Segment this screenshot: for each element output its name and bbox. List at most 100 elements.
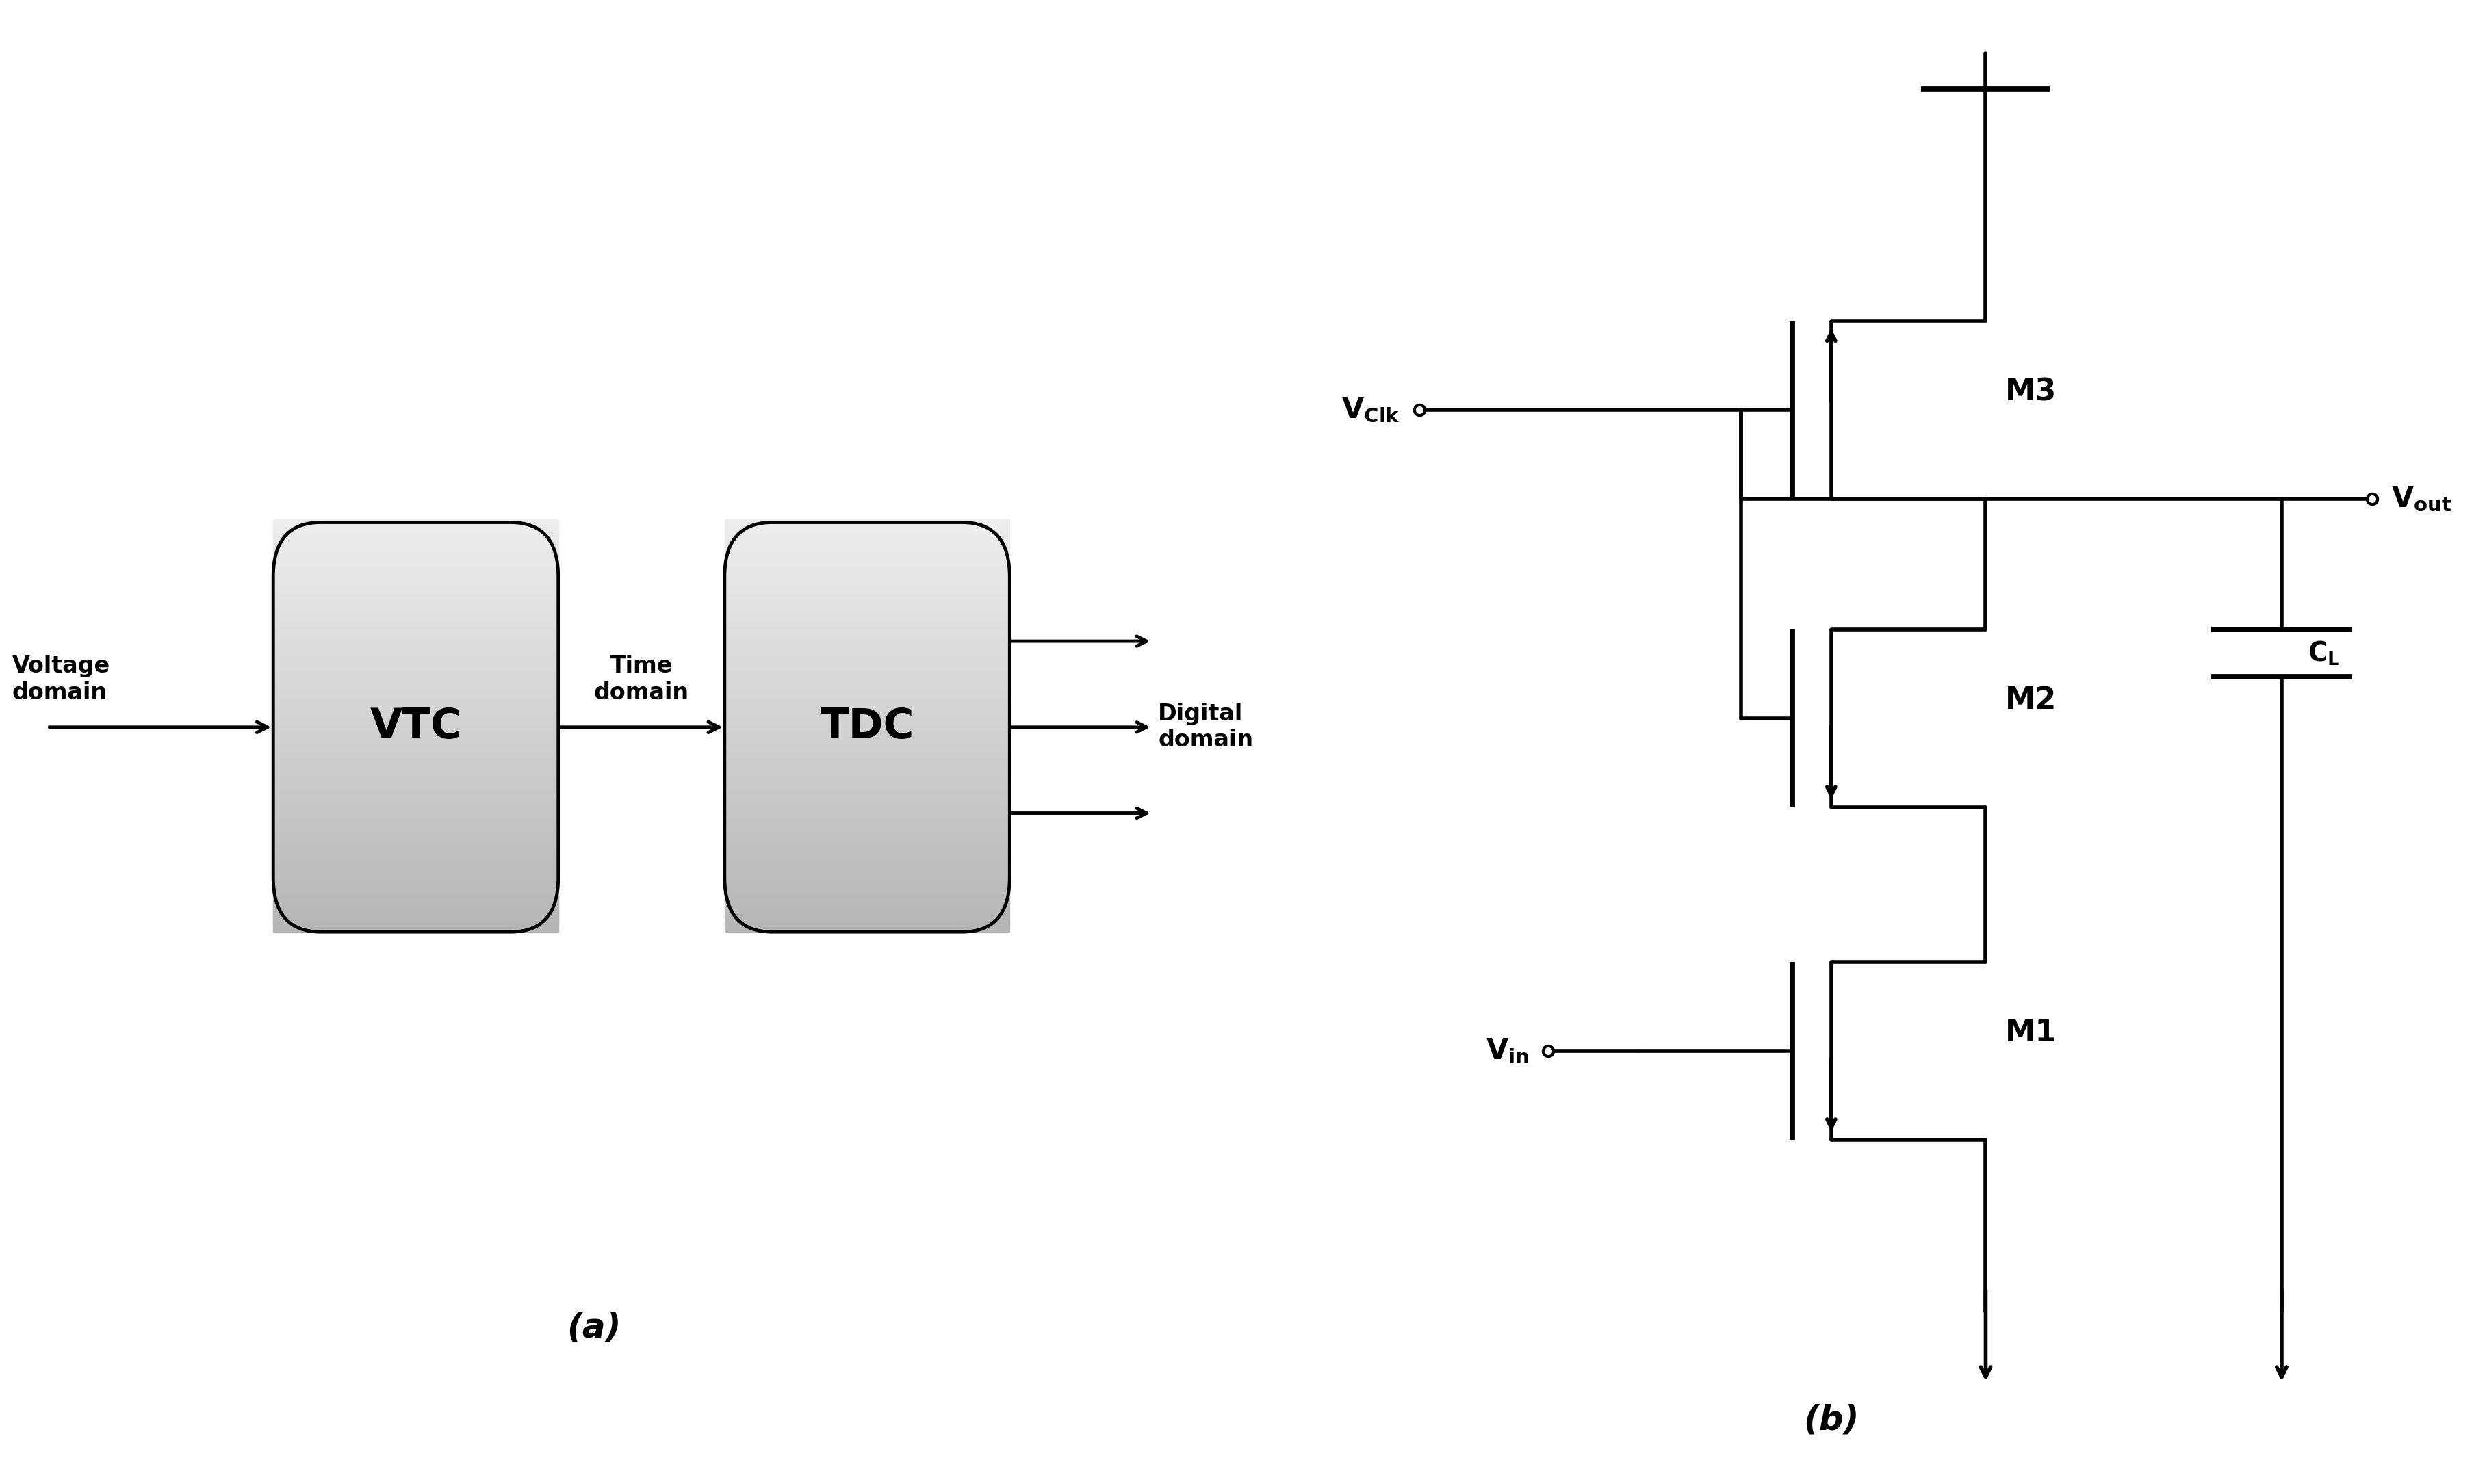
Bar — [272, 595, 559, 604]
Bar — [272, 724, 559, 735]
Bar — [725, 582, 1009, 591]
Bar — [272, 703, 559, 714]
Bar — [725, 643, 1009, 651]
Bar — [725, 902, 1009, 911]
Bar — [725, 554, 1009, 564]
Bar — [272, 718, 559, 727]
Bar — [272, 787, 559, 795]
Bar — [725, 601, 1009, 611]
Bar — [272, 813, 559, 822]
Bar — [725, 834, 1009, 843]
Bar — [272, 916, 559, 925]
Bar — [725, 874, 1009, 884]
Text: (b): (b) — [1804, 1404, 1858, 1437]
Bar — [725, 608, 1009, 617]
Bar — [725, 724, 1009, 735]
Bar — [725, 806, 1009, 816]
Bar — [272, 908, 559, 919]
Bar — [725, 527, 1009, 536]
Bar — [725, 868, 1009, 877]
Bar — [272, 800, 559, 809]
Bar — [725, 656, 1009, 666]
Bar — [725, 923, 1009, 932]
Bar — [272, 582, 559, 591]
Text: (a): (a) — [567, 1312, 621, 1345]
Bar — [725, 684, 1009, 693]
Bar — [725, 813, 1009, 822]
Bar — [725, 669, 1009, 680]
Bar — [272, 772, 559, 782]
Bar — [272, 827, 559, 837]
Bar — [272, 548, 559, 556]
Bar — [272, 533, 559, 543]
Bar — [272, 881, 559, 890]
Bar — [725, 847, 1009, 856]
Bar — [725, 895, 1009, 905]
Bar — [725, 840, 1009, 850]
Text: VTC: VTC — [371, 706, 460, 748]
Bar — [725, 622, 1009, 632]
Bar — [725, 772, 1009, 782]
Bar — [272, 779, 559, 788]
Bar — [272, 732, 559, 741]
Bar — [725, 567, 1009, 577]
Bar — [725, 697, 1009, 706]
Bar — [725, 766, 1009, 775]
Bar — [272, 561, 559, 570]
Text: M3: M3 — [2004, 377, 2056, 407]
Bar — [272, 847, 559, 856]
Bar — [725, 588, 1009, 598]
Bar — [725, 629, 1009, 638]
Bar — [272, 554, 559, 564]
Bar — [272, 519, 559, 530]
Bar — [272, 834, 559, 843]
Bar — [725, 540, 1009, 549]
Text: Voltage
domain: Voltage domain — [12, 654, 109, 703]
Bar — [725, 548, 1009, 556]
Bar — [272, 622, 559, 632]
Bar — [725, 732, 1009, 741]
Bar — [725, 711, 1009, 720]
Bar — [725, 718, 1009, 727]
Bar — [725, 690, 1009, 700]
Bar — [725, 916, 1009, 925]
Bar — [725, 855, 1009, 864]
Bar — [725, 752, 1009, 761]
Bar — [272, 766, 559, 775]
Bar — [272, 745, 559, 754]
Bar — [272, 608, 559, 617]
Bar — [272, 690, 559, 700]
Bar — [725, 792, 1009, 803]
Bar — [725, 703, 1009, 714]
Text: C$_{\mathregular{L}}$: C$_{\mathregular{L}}$ — [2306, 640, 2340, 666]
Bar — [272, 616, 559, 625]
Text: M2: M2 — [2004, 686, 2056, 715]
Text: M1: M1 — [2004, 1018, 2056, 1048]
Bar — [272, 861, 559, 871]
Bar — [272, 821, 559, 830]
Bar — [725, 889, 1009, 898]
Bar — [272, 574, 559, 583]
Bar — [272, 677, 559, 686]
Bar — [272, 923, 559, 932]
Bar — [272, 567, 559, 577]
Bar — [272, 792, 559, 803]
Bar — [272, 840, 559, 850]
Bar — [272, 874, 559, 884]
Bar — [272, 752, 559, 761]
Text: V$_{\mathregular{Clk}}$: V$_{\mathregular{Clk}}$ — [1341, 395, 1400, 424]
Bar — [272, 806, 559, 816]
Bar — [725, 616, 1009, 625]
Bar — [272, 629, 559, 638]
Bar — [272, 669, 559, 680]
Bar — [725, 574, 1009, 583]
Text: Digital
domain: Digital domain — [1158, 703, 1252, 751]
Bar — [272, 643, 559, 651]
Text: V$_{\mathregular{out}}$: V$_{\mathregular{out}}$ — [2390, 484, 2452, 513]
Bar — [725, 800, 1009, 809]
Bar — [725, 787, 1009, 795]
Bar — [725, 827, 1009, 837]
Bar — [725, 745, 1009, 754]
Bar — [725, 650, 1009, 659]
Bar — [272, 540, 559, 549]
